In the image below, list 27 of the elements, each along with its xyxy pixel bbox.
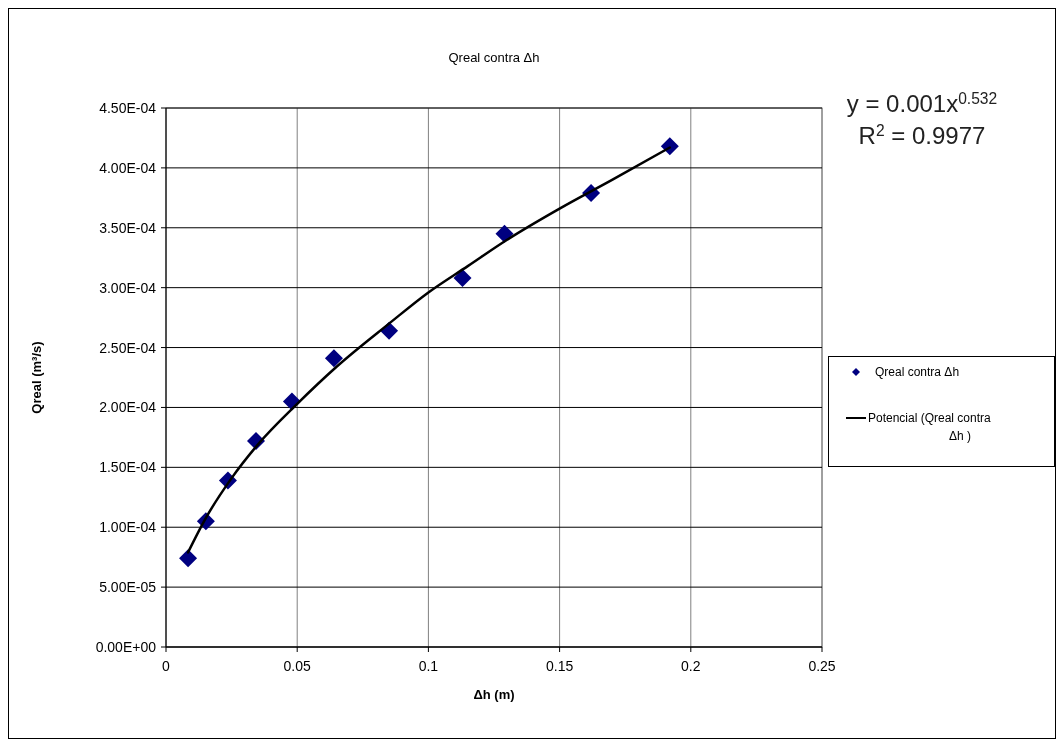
point: [324, 349, 343, 368]
point: [495, 224, 514, 243]
text: R$^{2}$ = 0.9977: [858, 121, 986, 149]
x-tick-label: 0.1: [418, 658, 439, 674]
x-axis-title: Δh (m): [473, 687, 515, 702]
y-tick-label: 1.50E-04: [99, 459, 157, 476]
y-tick-label: 0.00E+00: [95, 639, 157, 655]
legend-label: Potencial (Qreal contra Δh ): [868, 411, 992, 443]
y-tick-label: 2.50E-04: [99, 339, 157, 356]
y-tick-label: 3.00E-04: [99, 279, 157, 296]
x-tick-label: 0: [162, 658, 171, 674]
y-tick-label: 5.00E-05: [99, 579, 157, 596]
point: [179, 549, 198, 568]
point: [453, 269, 472, 288]
text: y = 0.001x$^{0.532}$: [846, 89, 998, 117]
legend-label: Qreal contra Δh: [875, 365, 960, 379]
x-tick-label: 0.2: [681, 658, 701, 674]
y-tick-label: 1.00E-04: [99, 519, 157, 536]
y-tick-label: 4.00E-04: [99, 159, 157, 176]
y-axis-title: Qreal (m³/s): [29, 341, 44, 414]
y-tick-label: 3.50E-04: [99, 219, 157, 236]
x-tick-label: 0.15: [545, 658, 574, 674]
x-tick-label: 0.25: [808, 658, 836, 674]
x-tick-label: 0.05: [283, 658, 312, 674]
y-tick-label: 4.50E-04: [99, 100, 157, 116]
y-tick-label: 2.00E-04: [99, 399, 157, 416]
chart-title: Qreal contra Δh: [448, 50, 540, 65]
